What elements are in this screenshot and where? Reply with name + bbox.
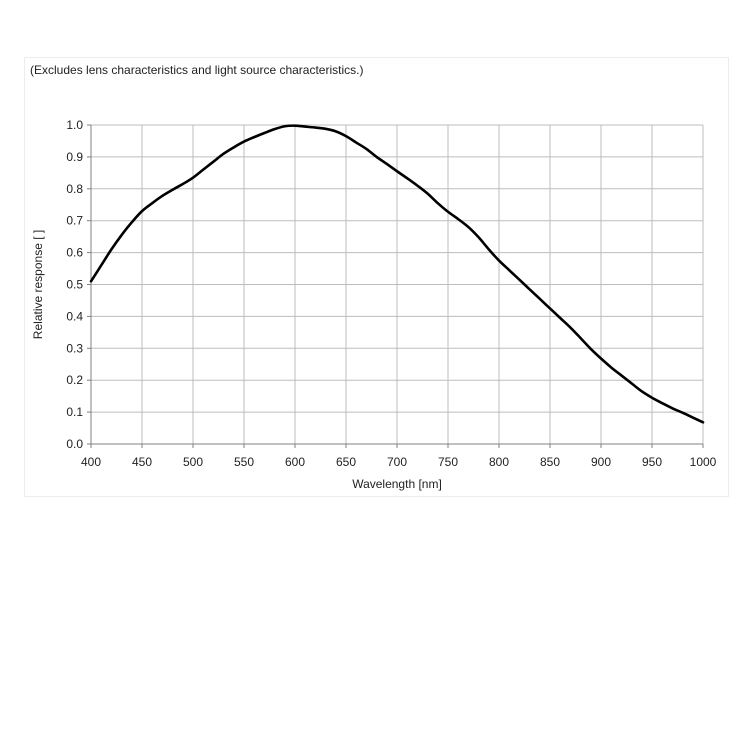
x-tick-label: 550: [234, 455, 254, 469]
y-tick-label: 1.0: [66, 118, 83, 132]
x-tick-label: 800: [489, 455, 509, 469]
x-tick-label: 400: [81, 455, 101, 469]
y-tick-label: 0.4: [66, 309, 83, 323]
y-tick-label: 0.3: [66, 341, 83, 355]
x-tick-label: 750: [438, 455, 458, 469]
y-tick-label: 0.2: [66, 373, 83, 387]
y-tick-label: 0.8: [66, 182, 83, 196]
y-tick-label: 0.7: [66, 214, 83, 228]
x-tick-label: 1000: [690, 455, 717, 469]
y-tick-label: 0.5: [66, 278, 83, 292]
y-tick-label: 0.0: [66, 437, 83, 451]
x-tick-label: 450: [132, 455, 152, 469]
y-tick-label: 0.6: [66, 246, 83, 260]
x-tick-label: 900: [591, 455, 611, 469]
y-tick-label: 0.9: [66, 150, 83, 164]
x-tick-label: 950: [642, 455, 662, 469]
x-tick-label: 850: [540, 455, 560, 469]
y-axis-title: Relative response [ ]: [31, 230, 45, 339]
x-axis-title: Wavelength [nm]: [352, 477, 442, 491]
x-tick-label: 650: [336, 455, 356, 469]
x-tick-label: 500: [183, 455, 203, 469]
series-line: [89, 124, 705, 424]
y-tick-label: 0.1: [66, 405, 83, 419]
chart-note: (Excludes lens characteristics and light…: [30, 63, 364, 77]
x-tick-label: 700: [387, 455, 407, 469]
x-tick-label: 600: [285, 455, 305, 469]
